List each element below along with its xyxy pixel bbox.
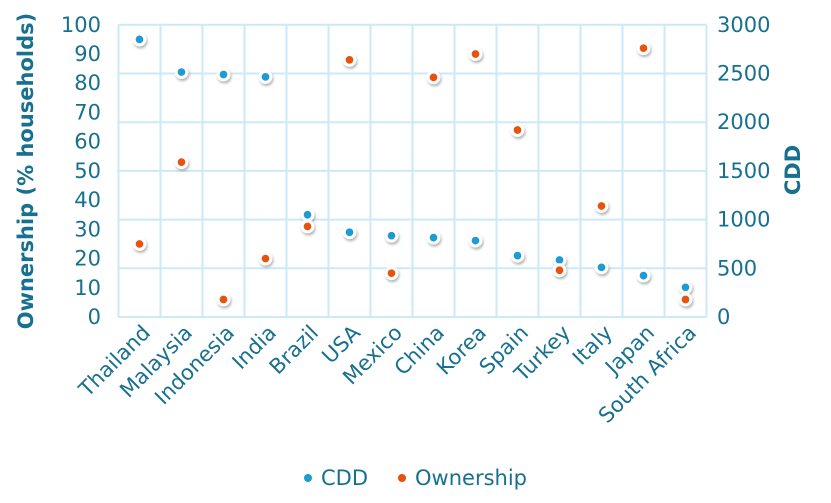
right-axis-tick-2000: 2000: [717, 110, 770, 134]
right-axis-tick-2500: 2500: [717, 62, 770, 86]
point-cdd-china: [426, 230, 441, 245]
left-axis-tick-60: 60: [74, 130, 101, 154]
point-ownership-usa: [342, 52, 357, 67]
point-cdd-south-africa: [678, 280, 693, 295]
left-axis-tick-90: 90: [74, 42, 101, 66]
right-axis-tick-3000: 3000: [717, 13, 770, 37]
legend-item-ownership: Ownership: [398, 466, 527, 490]
right-axis-tick-1000: 1000: [717, 208, 770, 232]
point-cdd-spain: [510, 248, 525, 263]
legend: CDD Ownership: [0, 466, 831, 490]
left-axis-tick-50: 50: [74, 159, 101, 183]
point-cdd-brazil: [300, 207, 315, 222]
point-cdd-japan: [636, 268, 651, 283]
point-ownership-turkey: [552, 263, 567, 278]
point-cdd-malaysia: [174, 65, 189, 79]
point-ownership-malaysia: [174, 155, 189, 170]
right-axis-title: CDD: [781, 144, 805, 196]
point-cdd-thailand: [132, 32, 147, 47]
point-cdd-mexico: [384, 228, 399, 243]
point-ownership-spain: [510, 123, 525, 137]
right-axis-tick-1500: 1500: [717, 159, 770, 183]
right-axis-tick-0: 0: [717, 305, 730, 329]
legend-label-ownership: Ownership: [415, 466, 527, 490]
left-axis-tick-20: 20: [74, 247, 101, 271]
point-ownership-korea: [468, 47, 483, 61]
point-cdd-indonesia: [216, 67, 231, 82]
legend-marker-ownership-icon: [398, 474, 407, 482]
point-ownership-china: [426, 70, 441, 85]
point-ownership-japan: [636, 41, 651, 56]
point-ownership-mexico: [384, 266, 399, 281]
point-ownership-italy: [594, 199, 609, 213]
point-ownership-south-africa: [678, 292, 693, 307]
point-ownership-india: [258, 251, 273, 266]
left-axis-tick-100: 100: [61, 13, 101, 37]
left-axis-tick-30: 30: [74, 217, 101, 241]
left-axis-tick-70: 70: [74, 100, 101, 124]
left-axis-tick-80: 80: [74, 71, 101, 95]
legend-marker-cdd-icon: [304, 474, 312, 482]
point-ownership-indonesia: [216, 292, 231, 307]
point-ownership-thailand: [132, 237, 147, 251]
point-cdd-korea: [468, 233, 483, 248]
left-axis-tick-10: 10: [74, 276, 101, 300]
point-cdd-italy: [594, 260, 609, 275]
legend-item-cdd: CDD: [304, 466, 368, 490]
point-cdd-usa: [342, 225, 357, 240]
right-axis-tick-500: 500: [717, 256, 757, 280]
x-axis-label-brazil: Brazil: [265, 321, 323, 379]
left-axis-title: Ownership (% households): [14, 12, 38, 330]
left-axis-tick-0: 0: [88, 305, 101, 329]
left-axis-tick-40: 40: [74, 188, 101, 212]
point-ownership-brazil: [300, 219, 315, 234]
point-cdd-india: [258, 69, 273, 84]
legend-label-cdd: CDD: [321, 466, 369, 490]
